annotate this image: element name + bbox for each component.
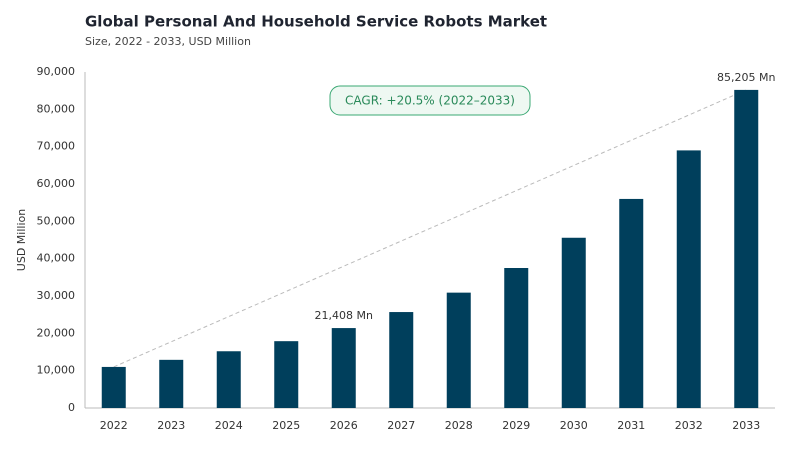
x-tick-label: 2023 xyxy=(157,419,185,432)
x-tick-label: 2030 xyxy=(560,419,588,432)
data-label: 85,205 Mn xyxy=(717,71,775,84)
x-tick-label: 2026 xyxy=(330,419,358,432)
x-tick-label: 2033 xyxy=(732,419,760,432)
cagr-annotation: CAGR: +20.5% (2022–2033) xyxy=(345,94,515,108)
bar xyxy=(216,351,241,408)
data-label: 21,408 Mn xyxy=(315,309,373,322)
y-tick-label: 20,000 xyxy=(37,326,76,339)
y-tick-label: 60,000 xyxy=(37,177,76,190)
x-tick-label: 2029 xyxy=(502,419,530,432)
y-tick-label: 50,000 xyxy=(37,214,76,227)
bar xyxy=(446,292,471,408)
bar xyxy=(504,268,529,408)
y-tick-label: 40,000 xyxy=(37,252,76,265)
bar xyxy=(331,328,356,408)
bar xyxy=(561,237,586,408)
x-tick-label: 2031 xyxy=(617,419,645,432)
x-tick-label: 2022 xyxy=(100,419,128,432)
chart-subtitle: Size, 2022 - 2033, USD Million xyxy=(85,35,251,48)
x-tick-label: 2024 xyxy=(215,419,243,432)
x-tick-label: 2025 xyxy=(272,419,300,432)
x-tick-label: 2027 xyxy=(387,419,415,432)
x-tick-label: 2028 xyxy=(445,419,473,432)
bar xyxy=(274,341,299,408)
bar xyxy=(676,150,701,408)
bar xyxy=(101,366,126,408)
y-axis-label: USD Million xyxy=(15,209,28,271)
trend-line xyxy=(113,89,747,368)
y-tick-label: 70,000 xyxy=(37,140,76,153)
y-tick-label: 10,000 xyxy=(37,364,76,377)
x-tick-label: 2032 xyxy=(675,419,703,432)
bar xyxy=(389,312,414,408)
y-tick-label: 90,000 xyxy=(37,65,76,78)
bar xyxy=(734,89,759,408)
chart-title: Global Personal And Household Service Ro… xyxy=(85,13,547,31)
y-tick-label: 80,000 xyxy=(37,102,76,115)
bar xyxy=(619,198,644,408)
bar xyxy=(159,359,184,408)
cagr-box xyxy=(329,85,531,116)
y-tick-label: 30,000 xyxy=(37,289,76,302)
y-tick-label: 0 xyxy=(68,401,75,414)
